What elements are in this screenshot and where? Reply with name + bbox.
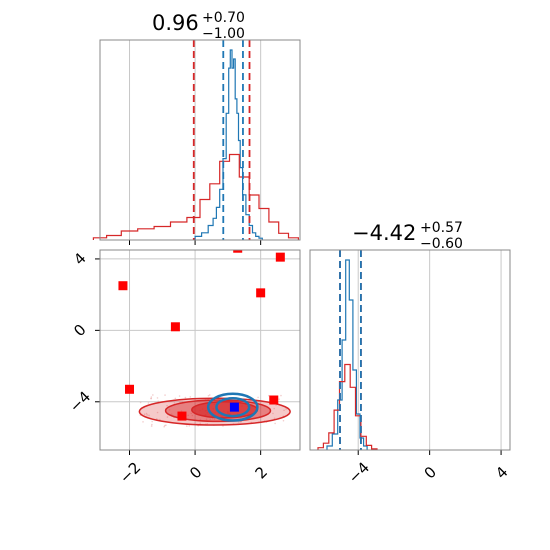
bl-red-marker-5 <box>125 384 135 394</box>
tl-hist-series-1 <box>92 153 299 240</box>
bl-sample-dot <box>257 396 259 399</box>
title-param-2-minus: −0.60 <box>420 236 463 252</box>
bl-sample-dot <box>151 420 153 423</box>
bl-contour-3 <box>206 392 259 422</box>
bl-sample-dot <box>156 411 159 414</box>
bl-sample-dot <box>274 422 276 425</box>
bl-sample-dot <box>199 422 201 425</box>
bl-sample-dot <box>272 412 274 415</box>
title-param-2-plus: +0.57 <box>420 220 463 236</box>
bl-red-marker-6 <box>177 411 187 421</box>
title-param-1-minus: −1.00 <box>202 26 245 42</box>
bl-contour-4 <box>215 396 251 418</box>
title-param-1-value: 0.96 <box>152 11 199 35</box>
br-tick-label-x-1: 0 <box>421 463 440 482</box>
title-param-1: 0.96 +0.70 −1.00 <box>152 10 245 42</box>
bl-sample-dot <box>207 394 210 397</box>
bl-sample-dot <box>151 423 153 426</box>
bl-sample-dot <box>188 425 191 427</box>
br-hist-series-1 <box>317 363 378 450</box>
bl-sample-dot <box>164 394 166 396</box>
bl-sample-dot <box>190 412 193 415</box>
bl-sample-dot <box>168 409 171 411</box>
br-hist-series-0 <box>326 259 368 450</box>
bl-sample-dot <box>166 404 168 407</box>
bl-sample-dot <box>146 414 148 416</box>
bl-sample-dot <box>187 414 189 417</box>
title-param-1-plus: +0.70 <box>202 10 245 26</box>
bl-red-marker-1 <box>275 252 285 262</box>
bl-tick-label-x-2: 2 <box>252 463 271 482</box>
title-param-2-value: −4.42 <box>352 221 416 245</box>
bl-tick-label-y-0: −4 <box>66 388 94 416</box>
bl-sample-dot <box>186 425 188 427</box>
bl-sample-dot <box>173 402 176 404</box>
panel-hist-param-2: −4 0 4 <box>309 249 512 487</box>
bl-sample-dot <box>139 401 142 404</box>
title-param-2: −4.42 +0.57 −0.60 <box>352 220 463 252</box>
panel-scatter-2d: −2 0 2 −4 0 4 <box>66 249 301 487</box>
bl-sample-dot <box>178 395 181 397</box>
bl-sample-dot <box>157 400 160 403</box>
bl-sample-dot <box>170 413 173 415</box>
bl-sample-dot <box>205 418 208 421</box>
bl-red-marker-0 <box>233 250 243 253</box>
bl-sample-dot <box>163 425 165 428</box>
bl-tick-label-y-2: 4 <box>70 249 89 268</box>
bl-red-marker-7 <box>269 395 279 405</box>
bl-sample-dot <box>209 418 212 420</box>
bl-sample-dot <box>163 424 166 427</box>
bl-frame <box>99 249 301 451</box>
br-tick-label-x-0: −4 <box>345 459 373 487</box>
bl-sample-dot <box>283 409 285 412</box>
bl-sample-dot <box>150 425 153 427</box>
bl-sample-dot <box>150 396 153 398</box>
bl-sample-dot <box>142 421 144 423</box>
bl-sample-dot <box>273 417 276 420</box>
bl-sample-dot <box>189 396 192 398</box>
scatter-plot-area <box>100 250 300 450</box>
br-tick-label-x-2: 4 <box>492 463 511 482</box>
bl-sample-dot <box>166 416 169 418</box>
bl-sample-dot <box>199 418 202 421</box>
bl-sample-dot <box>184 396 187 399</box>
bl-sample-dot <box>273 407 275 410</box>
bl-sample-dot <box>180 410 183 412</box>
bl-sample-dot <box>143 413 146 416</box>
bl-tick-label-x-1: 0 <box>186 463 205 482</box>
bl-sample-dot <box>280 394 282 397</box>
bl-sample-dot <box>174 397 177 400</box>
bl-sample-dot <box>152 394 154 396</box>
bl-sample-dot <box>147 402 150 404</box>
bl-sample-dot <box>191 414 194 417</box>
bl-sample-dot <box>150 397 152 400</box>
bl-sample-dot <box>145 412 148 415</box>
bl-sample-dot <box>285 408 287 410</box>
bl-sample-dot <box>211 417 214 420</box>
bl-blue-marker-0 <box>229 402 239 412</box>
bl-sample-dot <box>213 418 216 421</box>
bl-sample-dot <box>208 394 211 396</box>
bl-red-marker-2 <box>118 281 128 291</box>
panel-hist-param-1 <box>92 39 301 245</box>
bl-red-marker-3 <box>256 288 266 298</box>
bl-tick-label-y-1: 0 <box>70 321 89 340</box>
bl-tick-label-x-0: −2 <box>116 459 144 487</box>
bl-sample-dot <box>282 419 285 422</box>
bl-sample-dot <box>268 394 270 397</box>
bl-sample-dot <box>156 397 159 399</box>
bl-red-marker-4 <box>170 322 180 332</box>
bl-sample-dot <box>278 398 280 400</box>
tl-frame <box>99 39 301 241</box>
br-frame <box>309 249 511 451</box>
bl-sample-dot <box>148 414 150 417</box>
tl-hist-series-0 <box>194 49 263 240</box>
